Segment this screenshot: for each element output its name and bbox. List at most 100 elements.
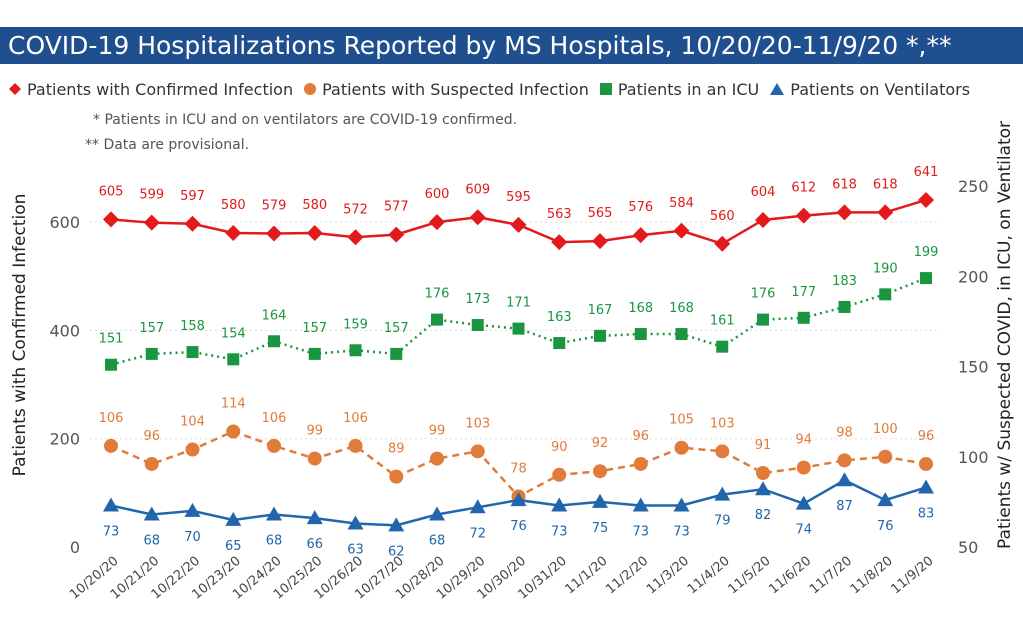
diamond-icon	[9, 83, 21, 95]
chart-title: COVID-19 Hospitalizations Reported by MS…	[0, 27, 1023, 64]
data-label: 79	[714, 514, 731, 529]
data-point	[469, 209, 486, 226]
data-label: 167	[588, 303, 613, 318]
legend-label: Patients in an ICU	[617, 79, 760, 99]
legend-item-suspected: Patients with Suspected Infection	[303, 80, 589, 99]
data-point	[225, 224, 242, 241]
x-tick-label: 11/7/20	[807, 554, 855, 598]
data-label: 76	[510, 519, 527, 534]
y-tick-label: 0	[70, 538, 80, 557]
data-label: 76	[877, 519, 894, 534]
data-label: 114	[221, 396, 246, 411]
data-label: 98	[836, 425, 853, 440]
data-point	[673, 497, 690, 512]
data-label: 106	[343, 411, 368, 426]
data-label: 106	[99, 411, 124, 426]
data-point	[716, 340, 729, 353]
data-point	[795, 495, 812, 510]
data-point	[755, 481, 771, 496]
data-point	[104, 438, 118, 453]
data-label: 595	[506, 190, 531, 205]
data-label: 103	[465, 416, 490, 431]
data-label: 157	[384, 321, 409, 336]
data-label: 68	[143, 534, 160, 549]
data-label: 577	[384, 200, 409, 215]
data-label: 106	[262, 411, 287, 426]
data-point	[226, 424, 241, 439]
data-label: 103	[710, 416, 735, 431]
data-label: 176	[751, 287, 776, 302]
y2-tick-label: 200	[958, 267, 989, 286]
data-label: 199	[914, 245, 939, 260]
data-label: 104	[180, 415, 205, 430]
data-point	[877, 492, 894, 507]
data-label: 600	[425, 187, 450, 202]
data-point	[227, 353, 240, 366]
data-label: 604	[751, 185, 776, 200]
data-point	[143, 214, 160, 231]
data-point	[388, 226, 405, 243]
data-label: 599	[139, 188, 164, 203]
data-point	[552, 467, 567, 482]
data-label: 70	[184, 530, 201, 545]
data-label: 73	[551, 524, 568, 539]
data-label: 572	[343, 202, 368, 217]
data-point	[553, 337, 566, 350]
data-point	[632, 227, 649, 244]
y-axis-label: Patients with Confirmed Infection	[10, 194, 30, 477]
data-label: 563	[547, 207, 572, 222]
data-label: 171	[506, 296, 531, 311]
data-label: 62	[388, 544, 405, 559]
data-label: 579	[262, 199, 287, 214]
triangle-icon	[770, 83, 785, 95]
data-point	[510, 492, 527, 507]
data-point	[390, 347, 403, 360]
data-point	[551, 497, 568, 512]
data-label: 94	[795, 433, 812, 448]
data-point	[757, 313, 769, 326]
data-point	[429, 506, 445, 521]
data-label: 158	[180, 319, 205, 334]
data-label: 96	[632, 429, 649, 444]
data-label: 99	[306, 424, 323, 439]
data-point	[674, 440, 689, 455]
data-label: 65	[225, 539, 242, 554]
data-label: 612	[791, 181, 816, 196]
y2-tick-label: 150	[958, 358, 989, 377]
legend-label: Patients with Suspected Infection	[322, 79, 589, 99]
data-point	[349, 344, 362, 357]
data-point	[592, 233, 608, 250]
data-label: 99	[429, 424, 446, 439]
data-label: 597	[180, 189, 205, 204]
data-label: 641	[914, 165, 939, 180]
data-label: 618	[873, 177, 898, 192]
y-tick-label: 600	[49, 213, 80, 232]
legend-label: Patients with Confirmed Infection	[27, 79, 294, 99]
data-point	[755, 211, 771, 228]
legend: Patients with Confirmed Infection Patien…	[8, 78, 980, 100]
data-point	[347, 229, 364, 246]
data-label: 105	[669, 413, 694, 428]
data-label: 157	[302, 321, 327, 336]
data-point	[186, 346, 199, 359]
data-label: 177	[791, 285, 816, 300]
data-label: 168	[669, 301, 694, 316]
data-label: 173	[465, 292, 490, 307]
data-point	[592, 493, 608, 508]
data-label: 90	[551, 440, 568, 455]
data-point	[838, 300, 851, 313]
data-point	[919, 456, 933, 471]
data-point	[388, 517, 405, 532]
data-point	[429, 214, 445, 231]
x-tick-label: 11/4/20	[685, 554, 733, 598]
data-point	[673, 222, 690, 239]
data-point	[714, 235, 731, 252]
data-point	[103, 211, 119, 228]
data-label: 584	[669, 196, 694, 211]
data-label: 92	[592, 436, 609, 451]
data-point	[510, 216, 527, 233]
data-label: 66	[306, 537, 323, 552]
x-tick-label: 11/9/20	[889, 554, 937, 598]
data-point	[430, 451, 444, 466]
data-point	[512, 322, 525, 335]
